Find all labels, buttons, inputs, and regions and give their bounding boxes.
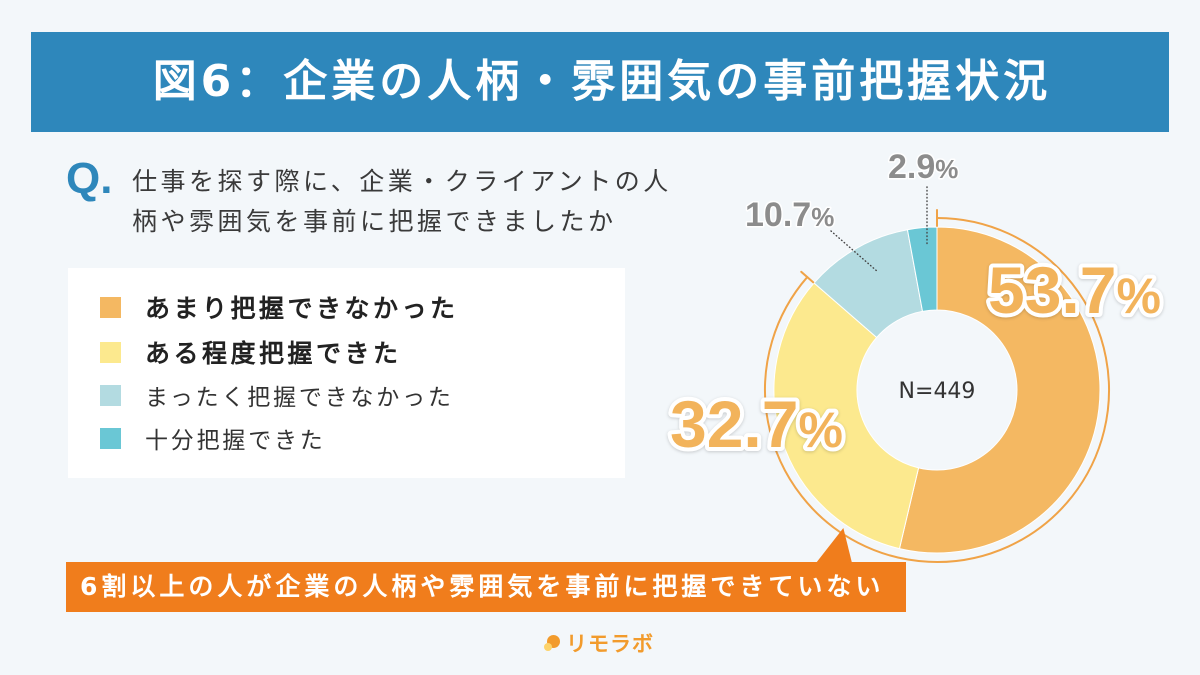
data-label-value: 10.7 [745,196,811,234]
donut-slice-fully-grasped [906,226,938,312]
brand-logo: リモラボ [544,630,654,656]
highlight-arc [764,217,1110,563]
legend-item-somewhat-grasped: ある程度把握できた [100,334,402,370]
data-label-value: 32.7 [670,387,798,461]
donut-slice-somewhat-grasped [773,282,920,550]
data-label-unit: % [811,202,834,232]
data-label-unit: % [935,154,958,184]
title-banner: 図6：企業の人柄・雰囲気の事前把握状況 [31,32,1169,132]
legend-swatch [100,384,121,406]
highlight-arc-tick-end [800,270,815,284]
data-label-unit: % [1116,268,1160,324]
brand-name: リモラボ [566,632,654,656]
data-label-barely-grasped: 53.7% [988,253,1161,327]
callout-text: 6割以上の人が企業の人柄や雰囲気を事前に把握できていない [80,572,885,601]
question-text: 仕事を探す際に、企業・クライアントの人 柄や雰囲気を事前に把握できましたか [132,162,672,242]
page-title: 図6：企業の人柄・雰囲気の事前把握状況 [152,56,1052,107]
legend-label: ある程度把握できた [145,339,402,368]
legend-label: まったく把握できなかった [145,385,454,411]
sample-size-label: N=449 [899,379,976,404]
data-label-fully-grasped: 2.9% [888,148,958,186]
brand-icon-dot [544,643,552,651]
legend-item-fully-grasped: 十分把握できた [100,420,326,456]
legend-label: 十分把握できた [145,428,326,454]
donut-slices [773,226,1101,554]
data-label-somewhat-grasped: 32.7% [670,387,843,461]
legend-swatch [100,296,121,318]
legend-box: あまり把握できなかった ある程度把握できた まったく把握できなかった 十分把握で… [68,268,625,478]
legend-item-barely-grasped: あまり把握できなかった [100,289,459,325]
legend-item-not-grasped-at-all: まったく把握できなかった [100,377,454,413]
data-label-value: 2.9 [888,148,935,186]
question-marker: Q. [66,154,113,203]
leader-line-not-grasped-at-all [830,230,879,273]
donut-slice-barely-grasped [898,226,1101,554]
brand-icon [544,635,560,651]
question-line-2: 柄や雰囲気を事前に把握できましたか [132,207,617,236]
legend-label: あまり把握できなかった [145,294,459,323]
legend-swatch [100,427,121,449]
donut-chart: N=449 10.7% 2.9% 32.7% 53.7% [666,147,1165,563]
callout-banner: 6割以上の人が企業の人柄や雰囲気を事前に把握できていない [66,562,906,612]
data-label-unit: % [798,402,842,458]
data-label-value: 53.7 [988,253,1116,327]
legend-swatch [100,341,121,363]
data-label-not-grasped-at-all: 10.7% [745,196,834,234]
question-line-1: 仕事を探す際に、企業・クライアントの人 [132,167,672,196]
